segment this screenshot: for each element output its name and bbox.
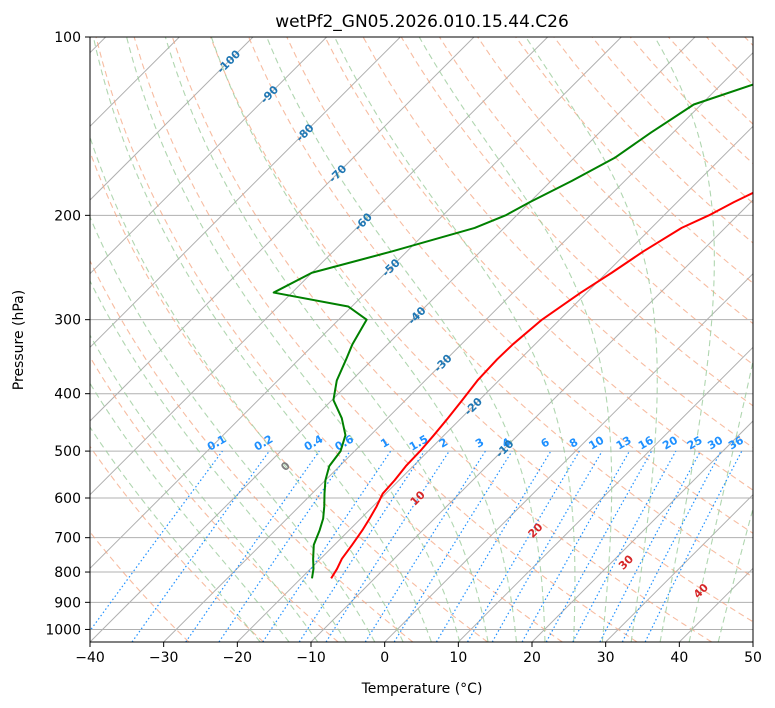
x-tick-label: −20 [223, 650, 253, 666]
x-tick-label: 10 [449, 650, 467, 666]
dry-adiabat [286, 37, 753, 534]
moist-adiabat [334, 37, 576, 642]
mixing-ratio-line [90, 450, 223, 632]
temperature-profile-line [330, 191, 753, 579]
isotherm-line [90, 37, 328, 275]
x-tick-label: 0 [380, 650, 389, 666]
mixing-ratio-line [572, 450, 677, 642]
moist-adiabat [266, 37, 546, 642]
mixing-ratio-line [218, 450, 351, 642]
y-tick-label: 100 [54, 30, 81, 46]
moist-adiabat [90, 135, 404, 642]
dry-adiabat [90, 355, 339, 642]
moist-adiabat [210, 37, 518, 642]
isotherm-line [90, 37, 549, 496]
moist-adiabat [90, 382, 290, 642]
isotherm-line [163, 51, 753, 642]
y-tick-label: 200 [54, 208, 81, 224]
moist-adiabat [164, 37, 489, 642]
mixing-ratio-line [262, 450, 392, 642]
moist-adiabat [717, 506, 753, 642]
plot-frame [89, 36, 754, 643]
dry-adiabat [209, 37, 753, 623]
moist-adiabat [525, 37, 658, 642]
mixing-ratio-line [131, 450, 270, 642]
mixing-ratio-line [185, 450, 320, 642]
mixing-ratio-line [298, 450, 425, 642]
dry-adiabat [171, 37, 713, 642]
mixing-ratio-line [521, 450, 631, 642]
isotherm-line [90, 37, 401, 349]
x-tick-label: 50 [744, 650, 762, 666]
isotherm-line [384, 272, 753, 642]
y-tick-label: 500 [54, 444, 81, 460]
moist-adiabat [90, 215, 376, 642]
dewpoint-profile-line [272, 83, 753, 579]
x-tick-label: −40 [75, 650, 105, 666]
isotherm-line [90, 37, 696, 642]
y-tick-label: 700 [54, 531, 81, 547]
dry-adiabat [515, 37, 753, 284]
profile-series [272, 83, 753, 579]
y-tick-label: 900 [54, 595, 81, 611]
y-tick-label: 400 [54, 387, 81, 403]
x-tick-label: 40 [670, 650, 688, 666]
isotherm-line [90, 37, 622, 570]
mixing-ratio-line [545, 450, 653, 642]
mixing-ratio-line [325, 450, 450, 642]
isotherm-line [457, 346, 753, 642]
isotherm-line [605, 493, 753, 642]
moist-adiabat [688, 358, 753, 642]
moist-adiabat [92, 37, 432, 642]
isotherm-line [90, 37, 475, 422]
dry-adiabat [90, 445, 264, 642]
x-tick-label: 30 [597, 650, 615, 666]
skewed-isotherms [90, 37, 753, 642]
dry-adiabat [248, 37, 753, 578]
moist-adiabat [654, 37, 715, 642]
dry-adiabat [324, 37, 753, 491]
moist-adiabat [90, 334, 319, 642]
moist-adiabats [90, 37, 753, 642]
y-tick-label: 800 [54, 565, 81, 581]
y-axis-label: Pressure (hPa) [11, 290, 27, 390]
isotherm-line [236, 125, 753, 642]
y-tick-label: 300 [54, 313, 81, 329]
x-tick-label: 20 [523, 650, 541, 666]
moist-adiabat [90, 426, 261, 642]
mixing-ratio-line [393, 450, 513, 642]
mixing-ratio-lines [90, 450, 743, 642]
y-tick-label: 600 [54, 491, 81, 507]
x-axis-label: Temperature (°C) [361, 681, 483, 697]
x-tick-label: −30 [149, 650, 179, 666]
y-tick-label: 1000 [45, 622, 81, 638]
moist-adiabat [418, 37, 613, 642]
axes-ticks: −40 −30 −20 −10 0 10 20 30 40 50 100 200 300 400 500 60… [45, 30, 762, 666]
dry-adiabat [95, 37, 563, 642]
isotherm-line [531, 420, 753, 642]
isotherm-line [90, 37, 254, 201]
mixing-ratio-line [644, 450, 743, 642]
x-tick-label: −10 [296, 650, 326, 666]
dry-adiabat [90, 259, 414, 642]
chart-title: wetPf2_GN05.2026.010.15.44.C26 [275, 12, 569, 32]
